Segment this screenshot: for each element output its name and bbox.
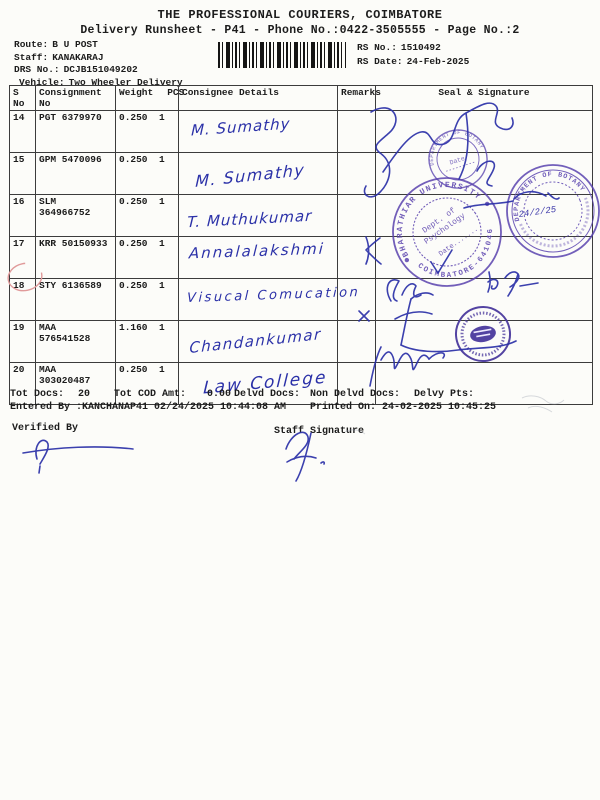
printed-on-line: Printed On: 24-02-2025 10:45:25 — [310, 402, 497, 413]
handwritten-consignee: T. Muthukumar — [186, 206, 313, 232]
weight-pcs-cell: 0.250 1 — [115, 236, 179, 279]
consignee-cell: M. Sumathy — [178, 110, 338, 153]
s-no-cell: 16 — [9, 194, 36, 237]
table-row: 15 GPM 5470096 0.250 1 M. Sumathy — [9, 152, 593, 195]
tot-docs-label: Tot Docs: — [10, 389, 65, 400]
staff-line: Staff: KANAKARAJ — [14, 51, 104, 63]
consignment-no-cell: STY 6136589 — [35, 278, 116, 321]
handwritten-consignee: Visucal Comucation — [186, 284, 361, 307]
col-s-no: S No — [9, 85, 36, 111]
table-row: 19 MAA 576541528 1.160 1 Chandankumar — [9, 320, 593, 363]
table-row: 14 PGT 6379970 0.250 1 M. Sumathy — [9, 110, 593, 153]
consignee-cell: M. Sumathy — [178, 152, 338, 195]
col-consignment-no: Consignment No — [35, 85, 116, 111]
delvd-docs-label: Delvd Docs: — [234, 389, 301, 400]
rs-date-line: RS Date: 24-Feb-2025 — [357, 56, 470, 67]
seal-signature-cell — [375, 110, 593, 153]
consignment-no-cell: MAA 576541528 — [35, 320, 116, 363]
consignment-no-cell: MAA 303020487 — [35, 362, 116, 405]
consignee-cell: Visucal Comucation — [178, 278, 361, 321]
delvy-pts-label: Delvy Pts: — [414, 389, 475, 400]
runsheet-table: S No Consignment No Weight PCS Consignee … — [9, 85, 593, 405]
shipment-info-left: Route: B U POST Staff: KANAKARAJ DRS No.: D… — [14, 39, 183, 89]
weight-pcs-cell: 0.250 1 — [115, 110, 179, 153]
seal-signature-cell — [375, 278, 593, 321]
remarks-cell — [337, 278, 376, 321]
barcode-icon — [218, 42, 346, 68]
consignment-no-cell: KRR 50150933 — [35, 236, 116, 279]
remarks-cell — [337, 110, 376, 153]
handwritten-consignee: M. Sumathy — [194, 160, 306, 191]
rs-no-line: RS No.: 1510492 — [357, 42, 441, 53]
seal-signature-cell — [375, 194, 593, 237]
col-seal-signature: Seal & Signature — [375, 85, 593, 111]
verified-by-label: Verified By — [12, 423, 79, 434]
handwritten-consignee: Chandankumar — [189, 324, 323, 358]
weight-pcs-cell: 1.160 1 — [115, 320, 179, 363]
handwritten-consignee: M. Sumathy — [190, 114, 291, 140]
table-row: 17 KRR 50150933 0.250 1 Annalalakshmi — [9, 236, 593, 279]
weight-pcs-cell: 0.250 1 — [115, 194, 179, 237]
handwritten-consignee: Annalalakshmi — [188, 239, 326, 263]
weight-pcs-cell: 0.250 1 — [115, 278, 179, 321]
document-title: THE PROFESSIONAL COURIERS, COIMBATORE — [157, 8, 443, 22]
s-no-cell: 15 — [9, 152, 36, 195]
consignment-no-cell: PGT 6379970 — [35, 110, 116, 153]
entered-by-line: Entered By :KANCHANAP41 02/24/2025 10:44… — [10, 402, 287, 413]
drs-no-line: DRS No.: DCJB151049202 — [14, 64, 138, 75]
s-no-cell: 19 — [9, 320, 36, 363]
table-row: 16 SLM 364966752 0.250 1 T. Muthukumar — [9, 194, 593, 237]
tot-cod-value: 0.00 — [207, 389, 232, 400]
table-header-row: S No Consignment No Weight PCS Consignee … — [9, 85, 593, 111]
consignment-no-cell: GPM 5470096 — [35, 152, 116, 195]
s-no-cell: 18 — [9, 278, 36, 321]
consignee-cell: Law College — [178, 362, 338, 405]
col-weight-pcs: Weight PCS — [115, 85, 184, 111]
weight-pcs-cell: 0.250 1 — [115, 362, 179, 405]
seal-signature-cell — [375, 362, 593, 405]
remarks-cell — [337, 194, 376, 237]
document-subtitle: Delivery Runsheet - P41 - Phone No.:0422… — [80, 24, 520, 37]
consignment-no-cell: SLM 364966752 — [35, 194, 116, 237]
remarks-cell — [337, 236, 376, 279]
col-remarks: Remarks — [337, 85, 381, 111]
remarks-cell — [337, 152, 376, 195]
seal-signature-cell — [375, 152, 593, 195]
col-consignee-details: Consignee Details — [178, 85, 338, 111]
tot-docs-value: 20 — [78, 389, 91, 400]
table-row: 20 MAA 303020487 0.250 1 Law College — [9, 362, 593, 405]
weight-pcs-cell: 0.250 1 — [115, 152, 179, 195]
consignee-cell: Annalalakshmi — [178, 236, 338, 279]
tot-cod-label: Tot COD Amt: — [114, 389, 187, 400]
vehicle-line: Vehicle: Two Wheeler Delivery — [19, 76, 183, 88]
seal-signature-cell — [375, 236, 593, 279]
remarks-cell — [337, 320, 376, 363]
s-no-cell: 14 — [9, 110, 36, 153]
seal-signature-cell — [375, 320, 593, 363]
route-line: Route: B U POST — [14, 39, 98, 50]
consignee-cell: Chandankumar — [178, 320, 338, 363]
staff-signature-label: Staff Signature — [274, 426, 365, 437]
shipment-info-right: RS No.: 1510492 RS Date: 24-Feb-2025 — [357, 41, 469, 69]
consignee-cell: T. Muthukumar — [178, 194, 338, 237]
non-delvd-docs-label: Non Delvd Docs: — [310, 389, 401, 400]
s-no-cell: 17 — [9, 236, 36, 279]
table-row: 18 STY 6136589 0.250 1 Visucal Comucation — [9, 278, 593, 321]
